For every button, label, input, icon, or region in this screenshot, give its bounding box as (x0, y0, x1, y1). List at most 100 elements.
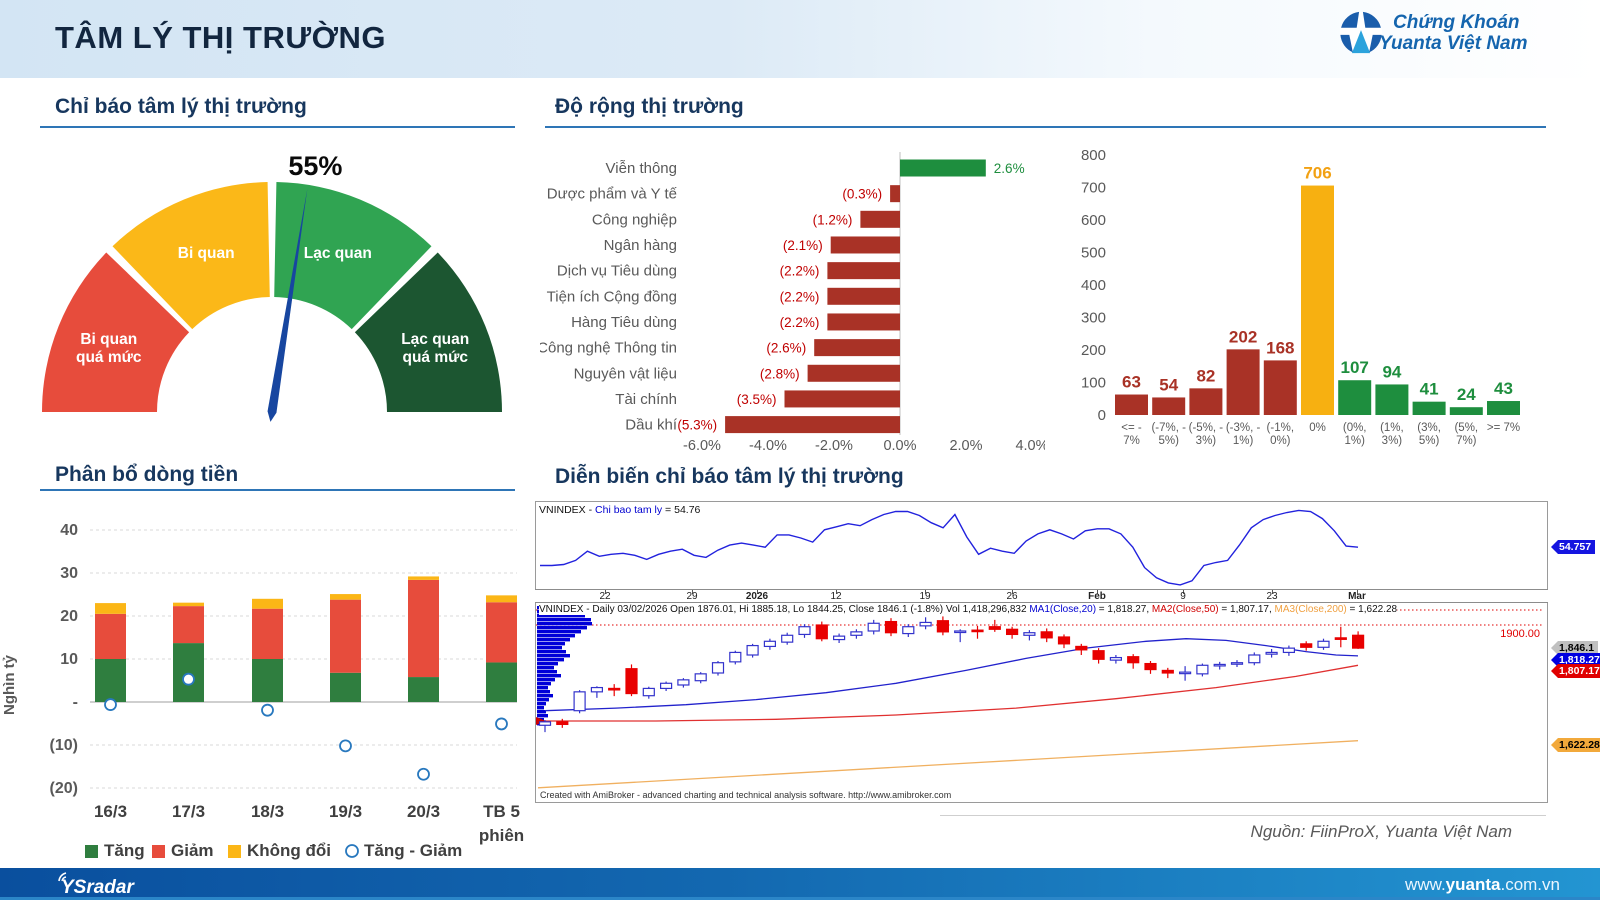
svg-text:24: 24 (1457, 385, 1476, 404)
svg-text:(2.2%): (2.2%) (780, 264, 820, 279)
distribution-bar (1487, 401, 1520, 415)
svg-text:Giảm: Giảm (171, 841, 214, 860)
svg-text:10: 10 (60, 651, 78, 668)
svg-text:5%): 5%) (1419, 435, 1440, 447)
svg-text:(20): (20) (50, 780, 78, 797)
net-flow-marker (495, 717, 508, 731)
amibroker-window[interactable] (535, 501, 1548, 803)
price-level-badge: 1,807.17 (1551, 664, 1600, 678)
breadth-bar (860, 210, 900, 228)
svg-text:0: 0 (1098, 407, 1106, 424)
date-tick-label: 19 (919, 591, 931, 602)
date-tick-label: Feb (1088, 591, 1106, 602)
footer-bar (0, 868, 1600, 900)
svg-text:(-5%, -: (-5%, - (1189, 422, 1224, 434)
svg-text:(2.6%): (2.6%) (766, 341, 806, 356)
ysradar-logo[interactable]: YSradar (52, 872, 202, 900)
volume-profile-bar (537, 706, 544, 710)
candle-up (694, 673, 707, 682)
gauge-segment (274, 182, 432, 330)
svg-text:(0.3%): (0.3%) (842, 187, 882, 202)
svg-text:0%: 0% (1309, 422, 1326, 434)
ma20-line (544, 638, 1359, 712)
svg-text:(2.2%): (2.2%) (780, 315, 820, 330)
yuanta-logo-icon (1339, 11, 1383, 55)
svg-text:Không đổi: Không đổi (247, 841, 331, 860)
svg-text:TB 5: TB 5 (483, 802, 520, 821)
breadth-bar (807, 364, 900, 382)
candle-down (1075, 645, 1088, 651)
candle-down (884, 620, 898, 634)
svg-text:700: 700 (1081, 180, 1106, 197)
return-distribution-chart: 0 100 200 300 400 500 600 700 800 63 <= -7% 54 (-7%,… (1081, 147, 1520, 447)
volume-profile-bar (537, 666, 554, 670)
svg-text:40: 40 (60, 522, 78, 539)
section-title-gauge: Chỉ báo tâm lý thị trường (55, 95, 307, 118)
gauge-segment (354, 252, 502, 412)
sentiment-indicator-panel (540, 509, 1359, 586)
svg-text:(3.5%): (3.5%) (737, 392, 777, 407)
volume-profile-bar (537, 622, 592, 626)
price-header-part: = 1,807.17, (1218, 604, 1275, 615)
money-flow-bar-segment (173, 643, 204, 702)
footer-url[interactable]: www.yuanta.com.vn (1405, 875, 1560, 894)
candle-down (1006, 628, 1019, 636)
candle-up (850, 631, 863, 636)
svg-text:(2.8%): (2.8%) (760, 366, 800, 381)
volume-profile-bar (537, 662, 558, 666)
candle-down (1161, 669, 1174, 674)
money-flow-bar-segment (252, 608, 283, 659)
money-flow-bar-segment (330, 672, 361, 702)
left-price-marker (536, 717, 546, 725)
svg-text:55%: 55% (288, 151, 342, 181)
volume-profile-bar (537, 618, 591, 622)
date-tick-label: Mar (1348, 591, 1366, 602)
svg-text:107: 107 (1341, 358, 1369, 377)
svg-text:Nguyên vật liệu: Nguyên vật liệu (574, 365, 677, 382)
brand-logo[interactable]: Chứng Khoán Yuanta Việt Nam (1338, 10, 1528, 56)
svg-text:3%): 3%) (1382, 435, 1403, 447)
svg-text:4.0%: 4.0% (1015, 438, 1045, 454)
svg-text:phiên: phiên (479, 826, 524, 845)
svg-text:(5%,: (5%, (1454, 422, 1478, 434)
candle-up (781, 634, 794, 643)
amibroker-credit: Created with AmiBroker - advanced charti… (540, 790, 952, 800)
volume-profile-bar (537, 638, 570, 642)
volume-profile-bar (537, 630, 581, 634)
breadth-bar (784, 390, 900, 408)
svg-text:Nghìn tỷ: Nghìn tỷ (1, 654, 18, 715)
volume-profile-bar (537, 698, 549, 702)
candle-down (936, 620, 949, 633)
svg-text:200: 200 (1081, 342, 1106, 359)
candle-up (867, 622, 880, 632)
distribution-bar (1412, 401, 1446, 415)
candle-down (988, 626, 1001, 630)
candle-up (1265, 651, 1278, 655)
svg-text:63: 63 (1122, 373, 1141, 392)
candle-down (1127, 656, 1140, 664)
candle-down (1040, 631, 1053, 639)
svg-text:18/3: 18/3 (251, 802, 284, 821)
ma200-line (537, 740, 1359, 789)
section-title-breadth: Độ rộng thị trường (555, 95, 744, 118)
breadth-bar (827, 287, 900, 305)
svg-text:600: 600 (1081, 212, 1106, 229)
svg-text:Dược phẩm và Y tế: Dược phẩm và Y tế (547, 186, 678, 203)
date-axis[interactable]: 22 29 2026 12 19 26 Feb 9 23 Mar (535, 589, 1548, 603)
breadth-bar (890, 185, 900, 203)
candle-down (1092, 650, 1105, 660)
svg-text:-: - (73, 694, 78, 711)
volume-profile-bar (537, 710, 546, 714)
market-breadth-chart: Viễn thông 2.6% Dược phẩm và Y tế (0.3%) Côn… (540, 152, 1045, 454)
price-level-badge: 1,818.27 (1551, 653, 1600, 667)
net-flow-marker (182, 672, 195, 686)
money-flow-bar-segment (330, 599, 361, 673)
breadth-bar (827, 262, 900, 280)
volume-profile-bar (537, 642, 565, 646)
candle-down (1057, 636, 1071, 645)
svg-text:20: 20 (60, 608, 78, 625)
candle-up (833, 635, 846, 641)
sentiment-value-badge: 54.757 (1551, 540, 1596, 554)
candle-up (677, 679, 690, 686)
svg-text:Lạc quan: Lạc quan (304, 245, 372, 262)
